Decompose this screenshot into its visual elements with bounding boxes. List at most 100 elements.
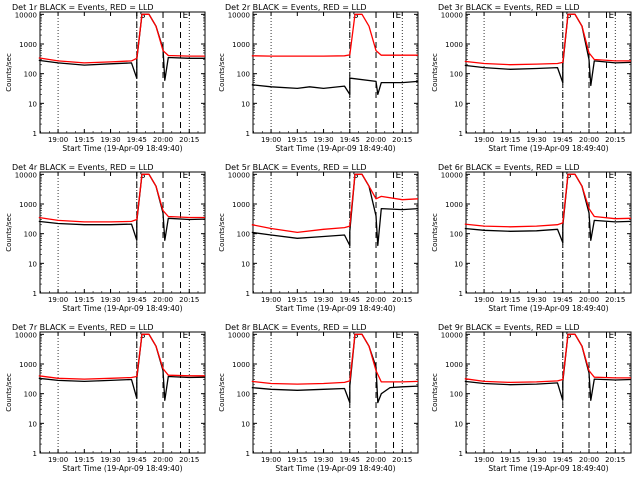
start-annotation: S <box>566 171 572 181</box>
y-tick-label: 100 <box>237 231 250 239</box>
series-line-lld <box>464 173 632 228</box>
x-tick-label: 20:15 <box>605 296 625 304</box>
x-tick-label: 20:00 <box>153 296 173 304</box>
start-annotation: S <box>140 171 146 181</box>
x-tick-label: 20:15 <box>605 136 625 144</box>
x-tick-label: 19:15 <box>287 136 307 144</box>
y-tick-label: 100 <box>24 231 37 239</box>
x-tick-label: 19:15 <box>500 296 520 304</box>
y-tick-label: 1000 <box>445 361 463 369</box>
y-tick-label: 1 <box>33 450 37 458</box>
x-tick-label: 19:30 <box>313 456 333 464</box>
end-annotation: E <box>396 171 402 181</box>
y-tick-label: 1 <box>33 130 37 138</box>
panel-title: Det 4r BLACK = Events, RED = LLD <box>12 163 154 172</box>
panel-title: Det 3r BLACK = Events, RED = LLD <box>438 3 580 12</box>
y-tick-label: 10 <box>28 420 37 428</box>
y-axis-label: Counts/sec <box>218 213 226 252</box>
x-tick-label: 20:00 <box>579 456 599 464</box>
y-tick-label: 10 <box>241 100 250 108</box>
panel-title: Det 8r BLACK = Events, RED = LLD <box>225 323 367 332</box>
x-tick-label: 19:45 <box>553 136 573 144</box>
y-tick-label: 1000 <box>232 41 250 49</box>
x-tick-label: 19:00 <box>261 456 281 464</box>
series-line-lld <box>464 333 631 384</box>
y-tick-label: 1000 <box>445 201 463 209</box>
series-line-lld <box>38 173 205 223</box>
end-annotation: E <box>183 331 189 341</box>
panel-det-3r: Det 3r BLACK = Events, RED = LLD 1 10 100 10… <box>431 3 632 153</box>
y-tick-label: 10000 <box>228 331 250 339</box>
y-tick-label: 10 <box>241 420 250 428</box>
y-tick-label: 1 <box>459 130 463 138</box>
x-tick-label: 19:45 <box>127 136 147 144</box>
start-annotation: S <box>140 11 146 21</box>
panel-title: Det 9r BLACK = Events, RED = LLD <box>438 323 580 332</box>
y-tick-label: 100 <box>450 71 463 79</box>
series-line-lld <box>464 13 631 66</box>
plot-frame <box>465 171 632 294</box>
x-axis-label: Start Time (19-Apr-09 18:49:40) <box>62 144 182 153</box>
y-tick-label: 10000 <box>441 331 463 339</box>
y-axis-label: Counts/sec <box>5 53 13 92</box>
panel-det-4r: Det 4r BLACK = Events, RED = LLD 1 10 100 10… <box>5 163 206 313</box>
plot-frame <box>252 11 419 134</box>
x-axis-label: Start Time (19-Apr-09 18:49:40) <box>62 464 182 473</box>
x-tick-label: 19:00 <box>48 456 68 464</box>
end-annotation: E <box>609 171 615 181</box>
y-tick-label: 1 <box>459 290 463 298</box>
start-annotation: S <box>566 11 572 21</box>
x-tick-label: 20:15 <box>392 456 412 464</box>
x-tick-label: 19:45 <box>340 296 360 304</box>
panel-title: Det 1r BLACK = Events, RED = LLD <box>12 3 154 12</box>
y-tick-label: 1 <box>33 290 37 298</box>
y-axis-label: Counts/sec <box>431 213 439 252</box>
x-axis-label: Start Time (19-Apr-09 18:49:40) <box>62 304 182 313</box>
x-tick-label: 19:45 <box>127 296 147 304</box>
x-tick-label: 19:45 <box>127 456 147 464</box>
x-tick-label: 19:30 <box>526 136 546 144</box>
y-tick-label: 1 <box>246 450 250 458</box>
end-annotation: E <box>396 11 402 21</box>
y-axis-label: Counts/sec <box>5 213 13 252</box>
start-annotation: S <box>140 331 146 341</box>
x-axis-label: Start Time (19-Apr-09 18:49:40) <box>488 144 608 153</box>
panel-title: Det 6r BLACK = Events, RED = LLD <box>438 163 580 172</box>
x-tick-label: 19:45 <box>340 456 360 464</box>
x-tick-label: 19:00 <box>261 296 281 304</box>
y-tick-label: 100 <box>237 71 250 79</box>
y-tick-label: 1 <box>246 130 250 138</box>
plot-frame <box>465 11 632 134</box>
panel-title: Det 2r BLACK = Events, RED = LLD <box>225 3 367 12</box>
y-axis-label: Counts/sec <box>218 373 226 412</box>
y-axis-label: Counts/sec <box>218 53 226 92</box>
plot-frame <box>39 11 206 134</box>
y-tick-label: 100 <box>450 391 463 399</box>
y-tick-label: 1000 <box>19 41 37 49</box>
x-tick-label: 19:30 <box>100 136 120 144</box>
x-tick-label: 20:00 <box>579 136 599 144</box>
x-tick-label: 19:00 <box>48 296 68 304</box>
start-annotation: S <box>566 331 572 341</box>
x-tick-label: 20:00 <box>153 136 173 144</box>
series-line-lld <box>251 13 418 57</box>
series-line-lld <box>38 13 205 64</box>
x-tick-label: 20:00 <box>366 136 386 144</box>
y-tick-label: 1000 <box>232 201 250 209</box>
x-tick-label: 19:30 <box>526 296 546 304</box>
x-tick-label: 19:15 <box>74 296 94 304</box>
x-tick-label: 20:15 <box>179 136 199 144</box>
plot-frame <box>252 331 419 454</box>
y-tick-label: 10000 <box>15 171 37 179</box>
y-tick-label: 100 <box>24 71 37 79</box>
x-tick-label: 19:15 <box>74 456 94 464</box>
series-line-lld <box>38 333 205 380</box>
panel-det-9r: Det 9r BLACK = Events, RED = LLD 1 10 100 10… <box>431 323 632 473</box>
x-tick-label: 20:15 <box>392 136 412 144</box>
panel-det-7r: Det 7r BLACK = Events, RED = LLD 1 10 100 10… <box>5 323 206 473</box>
panel-det-6r: Det 6r BLACK = Events, RED = LLD 1 10 100 10… <box>431 163 632 313</box>
y-tick-label: 10000 <box>15 331 37 339</box>
y-tick-label: 1000 <box>19 201 37 209</box>
y-tick-label: 10000 <box>228 11 250 19</box>
y-tick-label: 10 <box>454 100 463 108</box>
